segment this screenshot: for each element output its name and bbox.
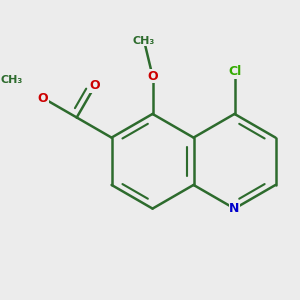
Text: N: N [229,202,240,215]
Text: O: O [38,92,48,105]
Text: CH₃: CH₃ [0,75,22,85]
Text: O: O [90,79,101,92]
Text: O: O [147,70,158,83]
Text: CH₃: CH₃ [133,36,155,46]
Text: Cl: Cl [228,65,241,78]
